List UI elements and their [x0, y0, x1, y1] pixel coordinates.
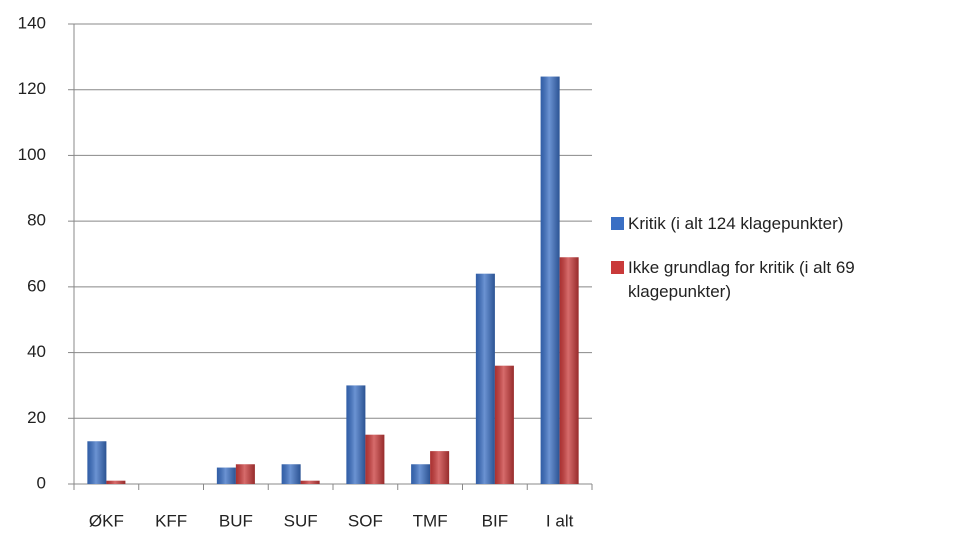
legend-label: Kritik (i alt 124 klagepunkter): [628, 214, 844, 233]
y-tick-label: 40: [27, 342, 46, 361]
bar-shade: [430, 451, 450, 484]
x-tick-label: BUF: [219, 511, 253, 530]
bar-shade: [346, 385, 366, 484]
bar-shade: [235, 464, 255, 484]
y-tick-label: 80: [27, 211, 46, 230]
x-tick-label: I alt: [546, 511, 574, 530]
bar-shade: [559, 257, 579, 484]
x-tick-label: SOF: [348, 511, 383, 530]
x-tick-label: TMF: [413, 511, 448, 530]
y-tick-label: 120: [18, 79, 46, 98]
bar-shade: [216, 467, 236, 484]
bar-shade: [365, 434, 385, 484]
bar-shade: [300, 480, 320, 484]
bar-shade: [494, 365, 514, 484]
y-tick-label: 140: [18, 13, 46, 32]
legend-item: Kritik (i alt 124 klagepunkter): [608, 212, 948, 236]
x-tick-label: BIF: [482, 511, 508, 530]
legend-item: Ikke grundlag for kritik (i alt 69 klage…: [608, 256, 948, 304]
bar-shade: [281, 464, 301, 484]
legend-swatch: [611, 217, 624, 230]
legend-label: Ikke grundlag for kritik (i alt 69 klage…: [628, 258, 855, 301]
bar-shade: [411, 464, 431, 484]
bar-shade: [540, 76, 560, 485]
bar-shade: [87, 441, 107, 484]
y-tick-label: 20: [27, 408, 46, 427]
x-tick-label: KFF: [155, 511, 187, 530]
legend-swatch: [611, 261, 624, 274]
y-tick-label: 100: [18, 145, 46, 164]
y-tick-label: 60: [27, 276, 46, 295]
x-tick-label: ØKF: [89, 511, 124, 530]
bar-shade: [106, 480, 126, 484]
bar-shade: [475, 273, 495, 484]
y-tick-label: 0: [37, 473, 46, 492]
legend: Kritik (i alt 124 klagepunkter) Ikke grun…: [608, 212, 948, 324]
x-tick-label: SUF: [284, 511, 318, 530]
